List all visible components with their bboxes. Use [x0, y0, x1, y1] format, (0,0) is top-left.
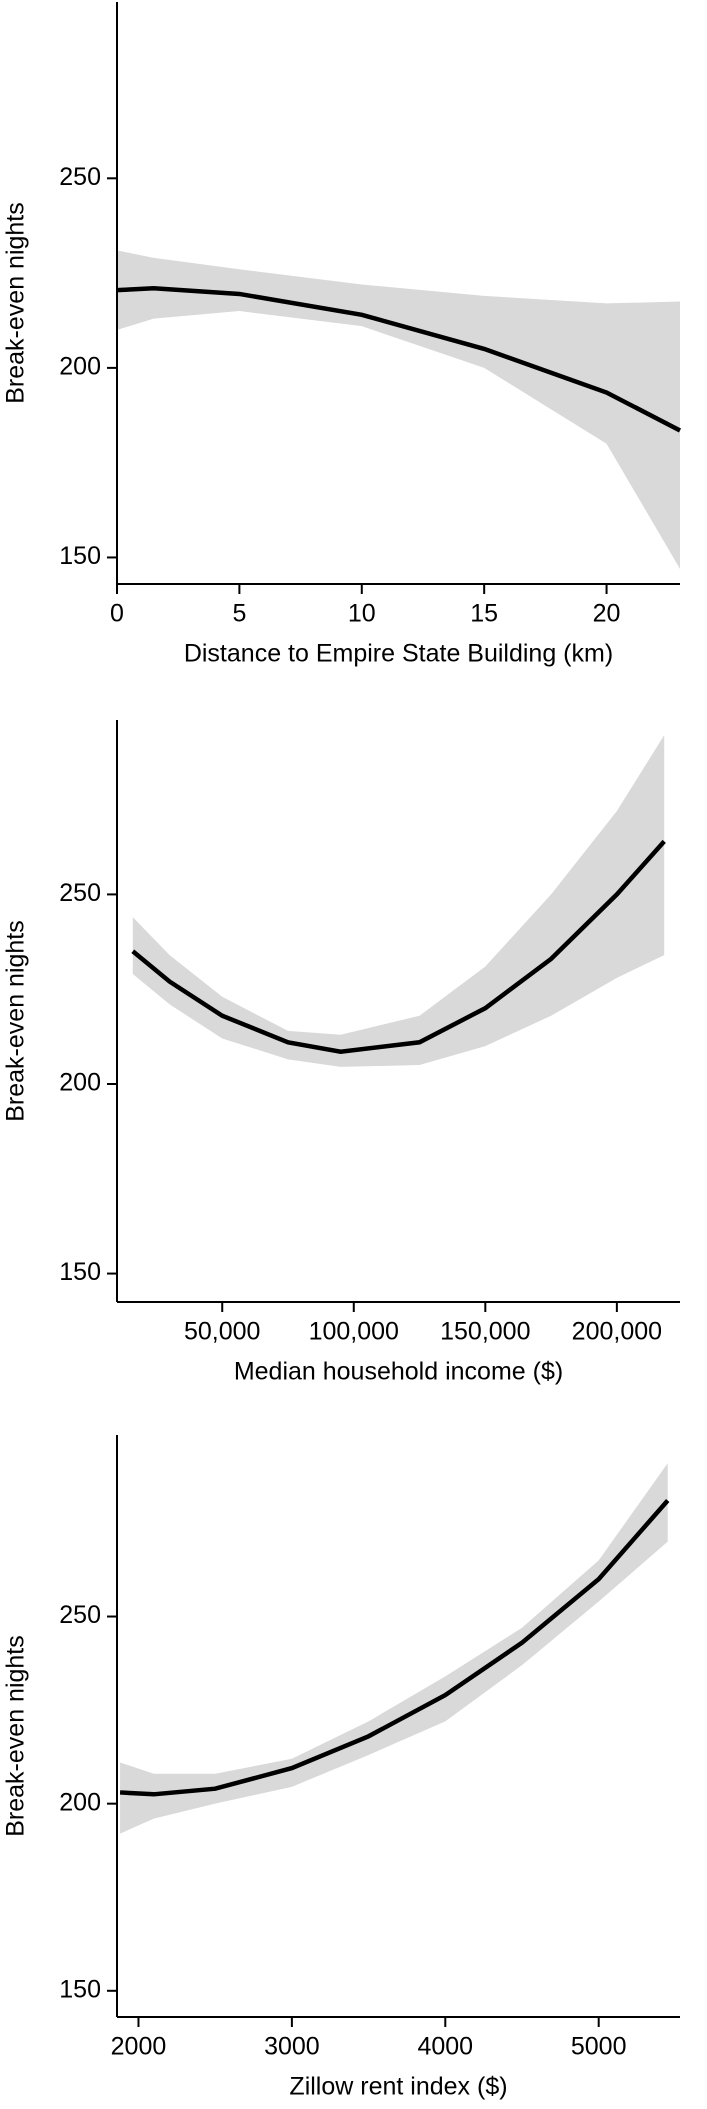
- y-tick-label: 200: [59, 352, 101, 380]
- x-tick-label: 20: [593, 600, 621, 628]
- y-axis-label: Break-even nights: [2, 920, 30, 1122]
- fit-line: [131, 839, 666, 1055]
- x-tick-label: 2000: [111, 2033, 167, 2061]
- x-tick-label: 150,000: [440, 1318, 530, 1346]
- x-tick-label: 50,000: [184, 1318, 260, 1346]
- x-tick-label: 3000: [264, 2033, 320, 2061]
- x-tick-label: 200,000: [572, 1318, 662, 1346]
- x-tick-label: 10: [348, 600, 376, 628]
- y-tick-label: 200: [59, 1069, 101, 1097]
- fit-line: [116, 286, 682, 433]
- y-tick-label: 250: [59, 879, 101, 907]
- y-tick-label: 150: [59, 1975, 101, 2003]
- confidence-band: [132, 735, 665, 1067]
- confidence-band: [117, 250, 680, 569]
- x-tick-label: 0: [110, 600, 124, 628]
- fit-line: [119, 1499, 670, 1797]
- x-tick-label: 100,000: [309, 1318, 399, 1346]
- x-axis-label: Zillow rent index ($): [289, 2073, 507, 2101]
- x-axis-label: Median household income ($): [234, 1358, 563, 1386]
- y-axis-label: Break-even nights: [2, 202, 30, 404]
- y-tick-label: 250: [59, 1601, 101, 1629]
- x-axis-label: Distance to Empire State Building (km): [184, 640, 613, 668]
- x-tick-label: 5: [232, 600, 246, 628]
- y-tick-label: 200: [59, 1788, 101, 1816]
- x-tick-label: 4000: [417, 2033, 473, 2061]
- x-tick-label: 15: [470, 600, 498, 628]
- confidence-band: [120, 1463, 668, 1834]
- y-tick-label: 150: [59, 1258, 101, 1286]
- y-tick-label: 150: [59, 542, 101, 570]
- y-tick-label: 250: [59, 163, 101, 191]
- x-tick-label: 5000: [571, 2033, 627, 2061]
- y-axis-label: Break-even nights: [2, 1635, 30, 1837]
